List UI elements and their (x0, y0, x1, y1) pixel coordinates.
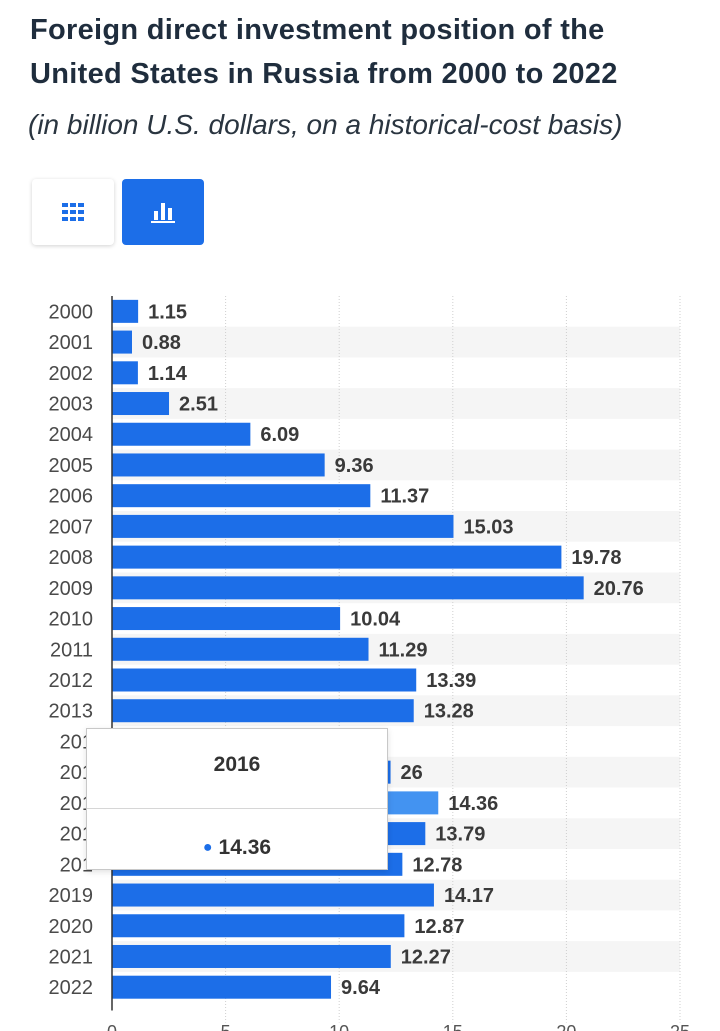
data-label-2007: 15.03 (463, 516, 513, 538)
category-label-2009: 2009 (49, 578, 94, 600)
category-label-2000: 2000 (49, 301, 94, 323)
data-label-2004: 6.09 (260, 424, 299, 446)
tooltip-value-row: ● 14.36 (87, 836, 387, 860)
bar-2010 (112, 607, 341, 631)
category-label-2014: 201 (60, 731, 93, 753)
category-label-2022: 2022 (49, 977, 94, 999)
x-tick-label: 0 (107, 1022, 117, 1031)
data-label-2003: 2.51 (179, 394, 218, 416)
data-label-2009: 20.76 (594, 578, 644, 600)
category-label-2019: 2019 (49, 885, 94, 907)
x-tick-label: 25 (670, 1022, 690, 1031)
bar-2001 (112, 330, 132, 354)
data-label-2022: 9.64 (341, 977, 381, 999)
data-label-2020: 12.87 (414, 916, 464, 938)
category-label-2002: 2002 (49, 363, 94, 385)
bar-2008 (112, 545, 562, 569)
data-label-2018: 12.78 (412, 854, 462, 876)
data-label-2017: 13.79 (435, 824, 485, 846)
series-dot-icon: ● (202, 839, 213, 856)
data-label-2019: 14.17 (444, 885, 494, 907)
grid-icon (62, 203, 84, 221)
data-label-2015: 26 (401, 762, 423, 784)
bar-2013 (112, 699, 414, 723)
data-label-2002: 1.14 (148, 363, 188, 385)
row-stripe (112, 326, 680, 358)
tooltip-year: 2016 (213, 753, 261, 776)
category-label-2017: 201 (60, 824, 93, 846)
data-label-2021: 12.27 (401, 946, 451, 968)
x-tick-label: 15 (443, 1022, 463, 1031)
data-label-2000: 1.15 (148, 301, 187, 323)
bar-2000 (112, 299, 139, 323)
bar-2011 (112, 637, 369, 661)
bar-2009 (112, 576, 584, 600)
category-label-2011: 2011 (50, 639, 93, 661)
category-label-2018: 201 (60, 854, 93, 876)
row-stripe (112, 388, 680, 419)
bar-2019 (112, 883, 434, 907)
chart-view-button[interactable] (122, 179, 204, 245)
bar-2022 (112, 975, 332, 999)
bar-2012 (112, 668, 417, 692)
bar-2006 (112, 484, 371, 508)
x-tick-label: 10 (329, 1022, 349, 1031)
x-tick-label: 5 (221, 1022, 231, 1031)
category-label-2006: 2006 (49, 486, 94, 508)
category-label-2020: 2020 (49, 916, 94, 938)
data-label-2001: 0.88 (142, 332, 181, 354)
category-label-2010: 2010 (49, 609, 94, 631)
category-label-2015: 201 (60, 762, 93, 784)
category-label-2005: 2005 (49, 455, 94, 477)
data-label-2005: 9.36 (335, 455, 374, 477)
bar-2002 (112, 361, 138, 385)
category-label-2001: 2001 (49, 332, 94, 354)
chart-title: Foreign direct investment position of th… (30, 14, 618, 90)
bar-2003 (112, 392, 170, 416)
x-tick-label: 20 (556, 1022, 576, 1031)
chart-subtitle: (in billion U.S. dollars, on a historica… (28, 109, 623, 140)
data-label-2016: 14.36 (448, 793, 498, 815)
bar-2007 (112, 514, 454, 538)
table-view-button[interactable] (32, 179, 114, 245)
category-label-2021: 2021 (49, 946, 94, 968)
bar-2005 (112, 453, 325, 477)
category-label-2007: 2007 (49, 516, 94, 538)
category-label-2008: 2008 (49, 547, 94, 569)
bar-2021 (112, 944, 391, 968)
data-label-2008: 19.78 (571, 547, 621, 569)
bar-2004 (112, 422, 251, 446)
bar-chart-icon (151, 203, 175, 223)
data-label-2012: 13.39 (426, 670, 476, 692)
data-label-2011: 11.29 (379, 639, 428, 661)
category-label-2012: 2012 (49, 670, 94, 692)
category-label-2013: 2013 (49, 701, 94, 723)
tooltip: 2016 ● 14.36 (86, 728, 388, 870)
bar-2020 (112, 914, 405, 938)
data-label-2006: 11.37 (380, 486, 429, 508)
tooltip-divider (87, 808, 387, 809)
category-label-2003: 2003 (49, 394, 94, 416)
data-label-2010: 10.04 (350, 609, 401, 631)
tooltip-value: 14.36 (218, 836, 272, 859)
category-label-2016: 201 (60, 793, 93, 815)
category-label-2004: 2004 (49, 424, 94, 446)
data-label-2013: 13.28 (424, 701, 474, 723)
